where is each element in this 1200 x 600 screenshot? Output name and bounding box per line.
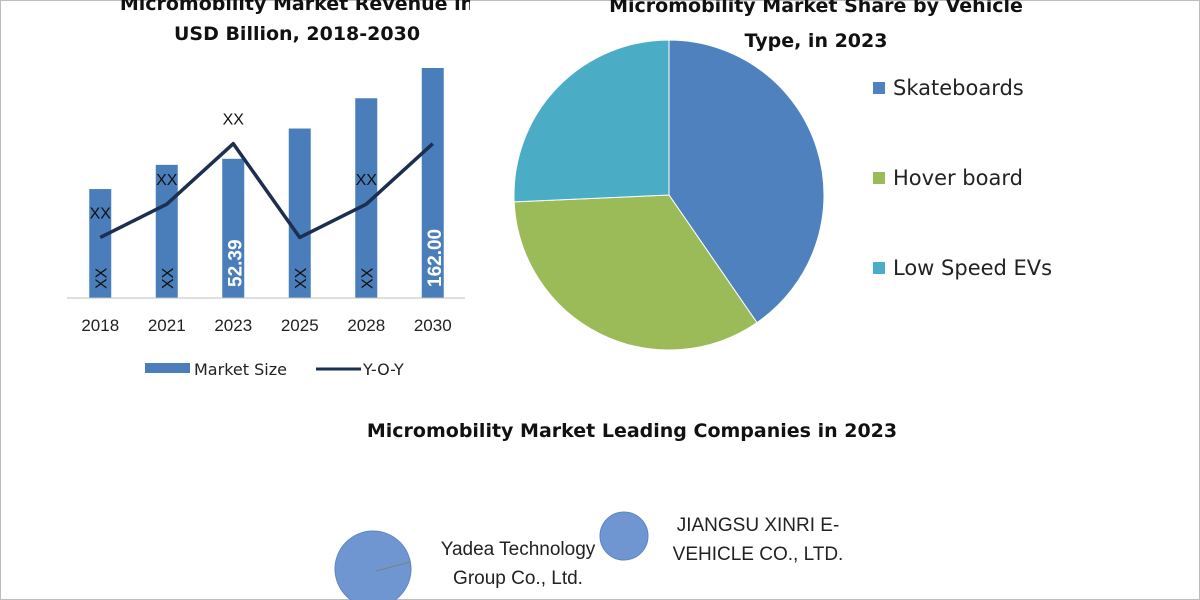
bar-chart-title-line-2: USD Billion, 2018-2030 [174,23,420,45]
bar-value-label-2023: 52.39 [225,239,246,287]
companies-title: Micromobility Market Leading Companies i… [367,420,897,442]
x-tick-2018: 2018 [81,316,119,335]
yadea-bubble [334,530,412,600]
bar-2023 [222,158,245,298]
x-tick-2023: 2023 [214,316,252,335]
pie-chart-title-line-2: Type, in 2023 [745,30,888,52]
bar-2025 [288,128,311,298]
bar-value-label-2028: XX [359,267,376,289]
leading-companies-section: Micromobility Market Leading Companies i… [334,420,897,600]
pie-legend-swatch-skateboards [873,82,885,94]
pie-legend-label-skateboards: Skateboards [893,76,1024,100]
pie-legend-label-low-speed-evs: Low Speed EVs [893,256,1052,280]
pie-chart-title-line-1: Micromobility Market Share by Vehicle [609,0,1023,17]
yoy-value-label-2018: XX [90,205,112,222]
bar-value-label-2030: 162.00 [425,229,446,287]
jiangsu-xinri-label-line-1: JIANGSU XINRI E- [677,515,840,536]
x-tick-2028: 2028 [347,316,385,335]
yoy-value-label-2021: XX [156,172,178,189]
yadea-label-line-1: Yadea Technology [441,539,596,560]
jiangsu-xinri-bubble [599,511,649,561]
jiangsu-xinri-label-line-2: VEHICLE CO., LTD. [673,544,844,565]
pie-legend-swatch-hover-board [873,172,885,184]
bar-2018 [89,189,112,298]
yadea-label-line-2: Group Co., Ltd. [453,568,583,589]
legend-swatch-market-size [145,363,190,373]
pie-slice-skateboards [668,39,825,324]
yoy-value-label-2023: XX [223,112,245,129]
pie-legend-swatch-low-speed-evs [873,262,885,274]
bar-2030 [421,68,444,298]
revenue-bar-chart: Micromobility Market Revenue in USD Bill… [67,0,470,379]
bar-value-label-2025: XX [293,267,310,289]
bar-value-label-2018: XX [93,267,110,289]
x-tick-2025: 2025 [281,316,319,335]
legend-label-yoy: Y-O-Y [362,360,404,379]
yoy-value-label-2028: XX [356,172,378,189]
bar-2028 [355,98,378,299]
bar-value-label-2021: XX [160,267,177,289]
pie-slice-low-speed-evs [513,39,670,203]
yoy-line [99,141,434,240]
bar-chart-title-line-1: Micromobility Market Revenue in [120,0,470,15]
legend-label-market-size: Market Size [194,360,287,379]
vehicle-share-pie-chart: Micromobility Market Share by Vehicle Ty… [513,0,1052,351]
pie-legend-label-hover-board: Hover board [893,166,1023,190]
pie-slice-hover-board [513,194,758,351]
x-tick-2021: 2021 [148,316,186,335]
yadea-leader-line [375,561,411,572]
x-tick-2030: 2030 [414,316,452,335]
